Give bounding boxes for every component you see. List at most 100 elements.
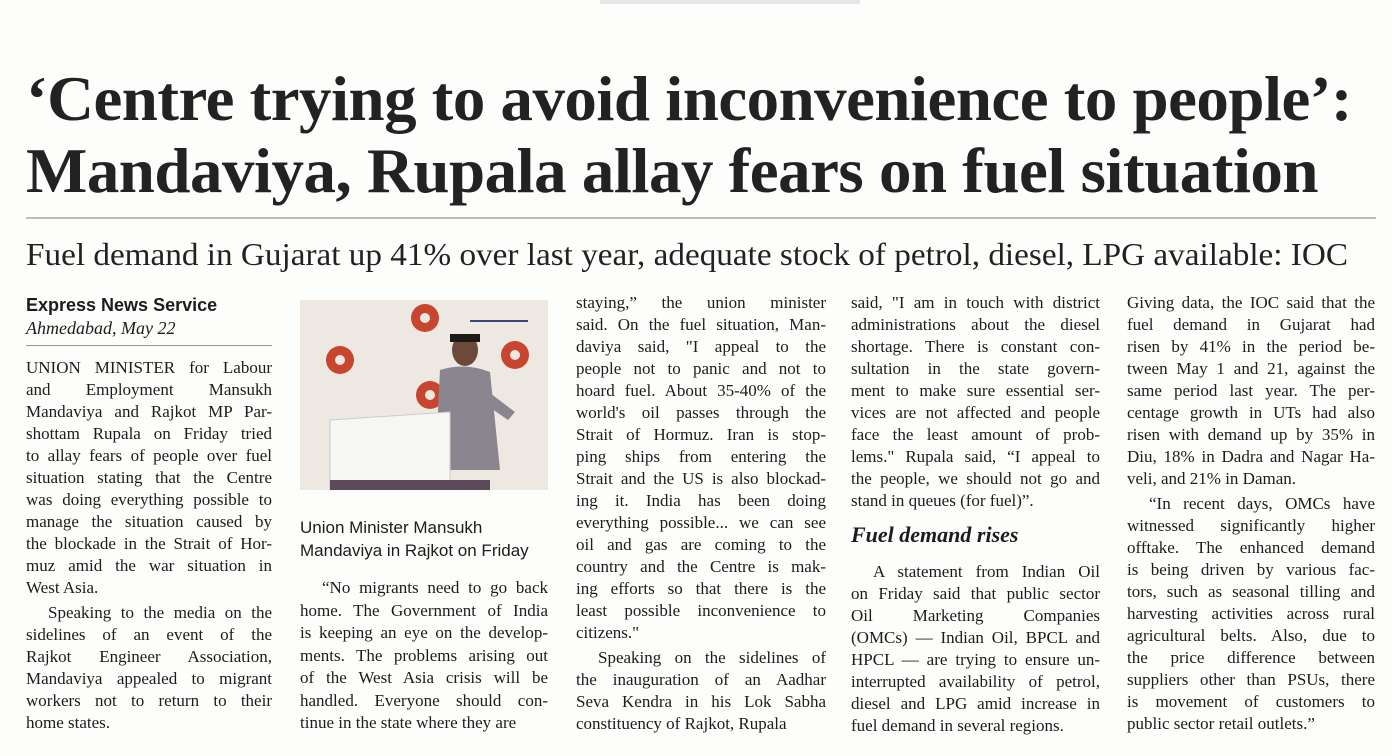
text-line: was doing everything possible to	[26, 490, 272, 509]
text-line: “No migrants need to go back	[322, 578, 548, 597]
text-line: least possible inconvenience to	[576, 601, 826, 620]
text-line: manage the situation caused by	[26, 512, 272, 531]
subheadline: Fuel demand in Gujarat up 41% over last …	[26, 236, 1348, 273]
text-column: staying,” the union minister said. On the…	[576, 292, 826, 735]
text-line: Rajkot Engineer Association,	[26, 647, 272, 666]
text-line: stand in queues (for fuel)”.	[851, 491, 1034, 510]
text-line: constituency of Rajkot, Rupala	[576, 714, 787, 733]
text-line: is keeping an eye on the develop-	[300, 623, 548, 642]
paragraph: “In recent days, OMCs have witnessed sign…	[1127, 493, 1375, 735]
text-line: offtake. The enhanced demand	[1127, 538, 1375, 557]
text-line: and Employment Mansukh	[26, 380, 272, 399]
text-line: shottam Rupala on Friday tried	[26, 424, 272, 443]
text-line: people not to panic and not to	[576, 359, 826, 378]
text-line: the price difference between	[1127, 648, 1375, 667]
text-line: Strait and the US is also blockad-	[576, 469, 826, 488]
text-line: HPCL — are trying to ensure un-	[851, 650, 1100, 669]
byline: Express News Service	[26, 295, 218, 315]
text-line: workers not to return to their	[26, 691, 272, 710]
text-line: centage growth in UTs had also	[1127, 403, 1375, 422]
text-line: West Asia.	[26, 578, 99, 597]
paragraph: A statement from Indian Oil on Friday sai…	[851, 561, 1100, 737]
text-line: Strait of Hormuz. Iran is stop-	[576, 425, 826, 444]
text-line: Seva Kendra in his Lok Sabha	[576, 692, 826, 711]
text-line: ing it. India has been doing	[576, 491, 826, 510]
paragraph: “No migrants need to go back home. The Go…	[300, 577, 548, 735]
photo-caption: Union Minister Mansukh Mandaviya in Rajk…	[300, 516, 529, 562]
text-line: the inauguration of an Aadhar	[576, 670, 826, 689]
text-line: home states.	[26, 713, 111, 732]
text-line: Oil Marketing Companies	[851, 606, 1100, 625]
text-line: UNION MINISTER for Labour	[26, 358, 272, 377]
text-column: said, "I am in touch with district admini…	[851, 292, 1100, 737]
text-line: Mandaviya and Rajkot MP Par-	[26, 402, 272, 421]
text-line: country and the Centre is mak-	[576, 557, 826, 576]
rule	[26, 217, 1376, 219]
text-line: the people, we should not go and	[851, 469, 1100, 488]
text-line: is movement of customers to	[1127, 692, 1375, 711]
text-line: Diu, 18% in Dadra and Nagar Ha-	[1127, 447, 1375, 466]
text-line: ment to make sure essential ser-	[851, 381, 1100, 400]
text-line: Giving data, the IOC said that the	[1127, 293, 1375, 312]
text-line: risen by 41% in the period be-	[1127, 337, 1375, 356]
paragraph: said, "I am in touch with district admini…	[851, 292, 1100, 512]
text-line: said, "I am in touch with district	[851, 293, 1100, 312]
paragraph: staying,” the union minister said. On the…	[576, 292, 826, 644]
text-column: Giving data, the IOC said that the fuel d…	[1127, 292, 1375, 735]
text-line: ments. The problems arising out	[300, 645, 548, 665]
paragraph: Speaking to the media on the sidelines of…	[26, 602, 272, 734]
text-line: is being driven by various fac-	[1127, 560, 1375, 579]
text-line: witnessed significantly higher	[1127, 516, 1375, 535]
text-line: citizens."	[576, 623, 640, 642]
headline-text: ‘Centre trying to avoid inconvenience to…	[26, 63, 1353, 134]
text-line: sultation in the state govern-	[851, 359, 1100, 378]
photo	[300, 300, 548, 490]
text-line: interrupted availability of petrol,	[851, 672, 1100, 691]
paragraph: Giving data, the IOC said that the fuel d…	[1127, 292, 1375, 490]
text-line: ing efforts so that there is the	[576, 579, 826, 598]
text-line: everything possible... we can see	[576, 513, 826, 532]
text-line: diesel and LPG amid increase in	[851, 694, 1100, 713]
text-line: Mandaviya appealed to migrant	[26, 669, 272, 688]
text-line: (OMCs) — Indian Oil, BPCL and	[851, 628, 1100, 647]
text-column: “No migrants need to go back home. The Go…	[300, 577, 548, 735]
text-line: harvesting activities across rural	[1127, 604, 1375, 623]
text-line: tween May 1 and 21, against the	[1127, 359, 1375, 378]
text-line: ping ships from entering the	[576, 447, 826, 466]
text-line: home. The Government of India	[300, 600, 548, 620]
text-line: Speaking to the media on the	[48, 603, 272, 622]
text-line: risen with demand up by 35% in	[1127, 425, 1375, 444]
paragraph: UNION MINISTER for Labour and Employment …	[26, 357, 272, 599]
text-line: lems." Rupala said, “I appeal to	[851, 447, 1100, 466]
text-line: vices are not affected and people	[851, 403, 1100, 422]
text-line: same period last year. The per-	[1127, 381, 1375, 400]
text-line: public sector retail outlets.”	[1127, 714, 1315, 733]
crosshead: Fuel demand rises	[851, 522, 1019, 547]
text-line: world's oil passes through the	[576, 403, 826, 422]
headline-line: ‘Centre trying to avoid inconvenience to…	[26, 62, 1353, 136]
text-line: veli, and 21% in Daman.	[1127, 469, 1297, 488]
text-line: hoard fuel. About 35-40% of the	[576, 381, 826, 400]
text-line: fuel demand in several regions.	[851, 716, 1064, 735]
paragraph: Speaking on the sidelines of the inaugura…	[576, 647, 826, 735]
caption-line: Mandaviya in Rajkot on Friday	[300, 541, 529, 560]
text-line: tors, such as seasonal tilling and	[1127, 582, 1375, 601]
text-line: administrations about the diesel	[851, 315, 1100, 334]
rule	[26, 345, 272, 346]
caption-line: Union Minister Mansukh	[300, 518, 483, 537]
text-line: suppliers other than PSUs, there	[1127, 670, 1375, 689]
headline-line: Mandaviya, Rupala allay fears on fuel si…	[26, 134, 1319, 208]
text-line: tinue in the state where they are	[300, 713, 517, 732]
text-line: the blockade in the Strait of Hor-	[26, 534, 272, 553]
subheadline-text: Fuel demand in Gujarat up 41% over last …	[26, 236, 1348, 272]
text-line: situation stating that the Centre	[26, 468, 272, 487]
text-line: staying,” the union minister	[576, 293, 826, 312]
text-line: handled. Everyone should con-	[300, 690, 548, 710]
text-line: face the least amount of prob-	[851, 425, 1100, 444]
text-column: UNION MINISTER for Labour and Employment …	[26, 357, 272, 734]
text-line: to allay fears of people over fuel	[26, 446, 272, 465]
text-line: agricultural belts. Also, due to	[1127, 626, 1375, 645]
text-line: shortage. There is constant con-	[851, 337, 1100, 356]
dateline: Ahmedabad, May 22	[26, 318, 176, 338]
